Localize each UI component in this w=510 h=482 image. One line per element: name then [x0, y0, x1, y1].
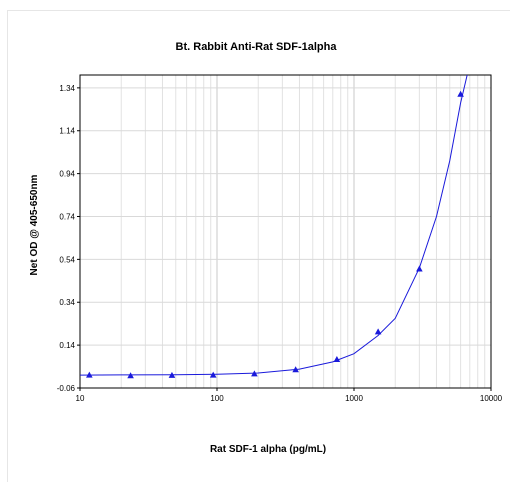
data-point-marker: [168, 371, 176, 378]
y-axis-label: Net OD @ 405-650nm: [29, 174, 40, 275]
data-point-marker: [86, 371, 93, 378]
data-point-marker: [209, 371, 217, 378]
y-tick-label: -0.06: [57, 384, 76, 393]
data-point-marker: [251, 370, 258, 377]
plot-area-border: [79, 74, 492, 389]
y-tick-label: 0.34: [59, 298, 75, 307]
x-tick-label: 10000: [480, 394, 503, 403]
x-tick-label: 1000: [345, 394, 363, 403]
y-tick-label: 0.14: [59, 341, 75, 350]
x-axis-ticks: 10 100 1000 10000: [76, 388, 503, 403]
y-axis-ticks: -0.06 0.14 0.34 0.54 0.74 0.94 1.14 1.34: [57, 84, 80, 393]
x-axis-label: Rat SDF-1 alpha (pg/mL): [210, 444, 326, 455]
y-tick-label: 0.74: [59, 212, 75, 221]
data-point-marker: [457, 90, 464, 97]
x-tick-label: 10: [76, 394, 85, 403]
y-tick-label: 0.54: [59, 255, 75, 264]
x-tick-label: 100: [210, 394, 224, 403]
y-tick-label: 1.34: [59, 84, 75, 93]
frame-left-border: [7, 10, 8, 482]
data-point-marker: [333, 355, 341, 362]
y-tick-label: 1.14: [59, 127, 75, 136]
data-point-marker: [374, 328, 382, 335]
y-tick-label: 0.94: [59, 170, 75, 179]
frame-top-border: [7, 10, 510, 11]
chart-title: Bt. Rabbit Anti-Rat SDF-1alpha: [176, 41, 338, 53]
data-point-marker: [416, 265, 423, 272]
data-points: [86, 90, 464, 379]
data-point-marker: [127, 372, 134, 379]
grid: [80, 75, 491, 388]
fit-curve: [79, 74, 468, 376]
data-point-marker: [292, 366, 299, 373]
